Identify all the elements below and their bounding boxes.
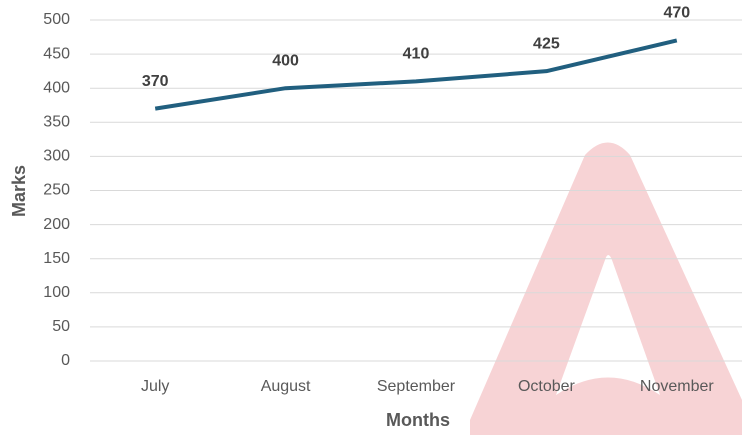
data-label: 410 [403,46,430,63]
y-tick-label: 200 [43,216,70,233]
y-tick-label: 350 [43,114,70,131]
y-tick-label: 50 [52,318,70,335]
x-tick-label: September [377,378,456,395]
watermark [470,142,742,435]
x-tick-label: October [518,378,576,395]
x-axis-label: Months [386,410,450,430]
data-label: 370 [142,73,169,90]
y-tick-label: 100 [43,284,70,301]
data-label: 470 [663,5,690,22]
x-tick-label: July [141,378,169,395]
x-tick-label: August [261,378,311,395]
y-tick-label: 300 [43,148,70,165]
data-label: 400 [272,52,299,69]
x-tick-label: November [640,378,714,395]
y-tick-label: 150 [43,250,70,267]
y-tick-label: 400 [43,79,70,96]
y-tick-label: 450 [43,45,70,62]
data-line [154,38,678,111]
data-label: 425 [533,35,560,52]
y-tick-label: 500 [43,11,70,28]
y-tick-label: 0 [61,352,70,369]
y-axis-label: Marks [9,165,29,217]
y-tick-label: 250 [43,182,70,199]
